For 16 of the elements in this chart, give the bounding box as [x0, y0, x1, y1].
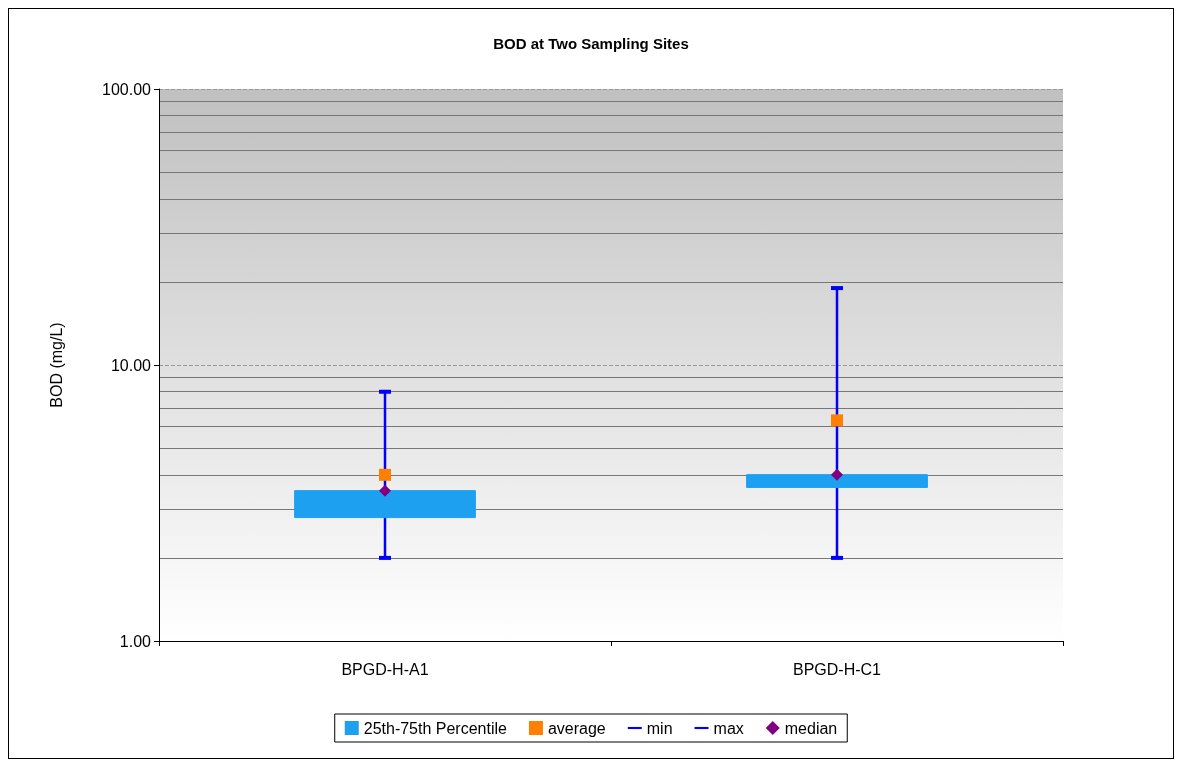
chart-title: BOD at Two Sampling Sites: [493, 35, 689, 52]
y-tick-label: 100.00: [102, 80, 152, 98]
y-tick-label: 10.00: [110, 356, 152, 374]
x-tick-label: BPGD-H-C1: [792, 660, 882, 678]
point: [379, 484, 391, 497]
legend-label: 25th-75th Percentile: [363, 719, 508, 737]
legend-label: max: [713, 719, 744, 737]
point: [379, 468, 391, 481]
y-tick-label: 1.00: [119, 632, 152, 650]
point: [831, 468, 843, 481]
point: [831, 414, 843, 427]
y-axis-title: BOD (mg/L): [47, 322, 65, 408]
legend-label: average: [547, 719, 606, 737]
legend-label: median: [784, 719, 838, 737]
legend-label: min: [646, 719, 673, 737]
x-tick-label: BPGD-H-A1: [341, 660, 429, 678]
